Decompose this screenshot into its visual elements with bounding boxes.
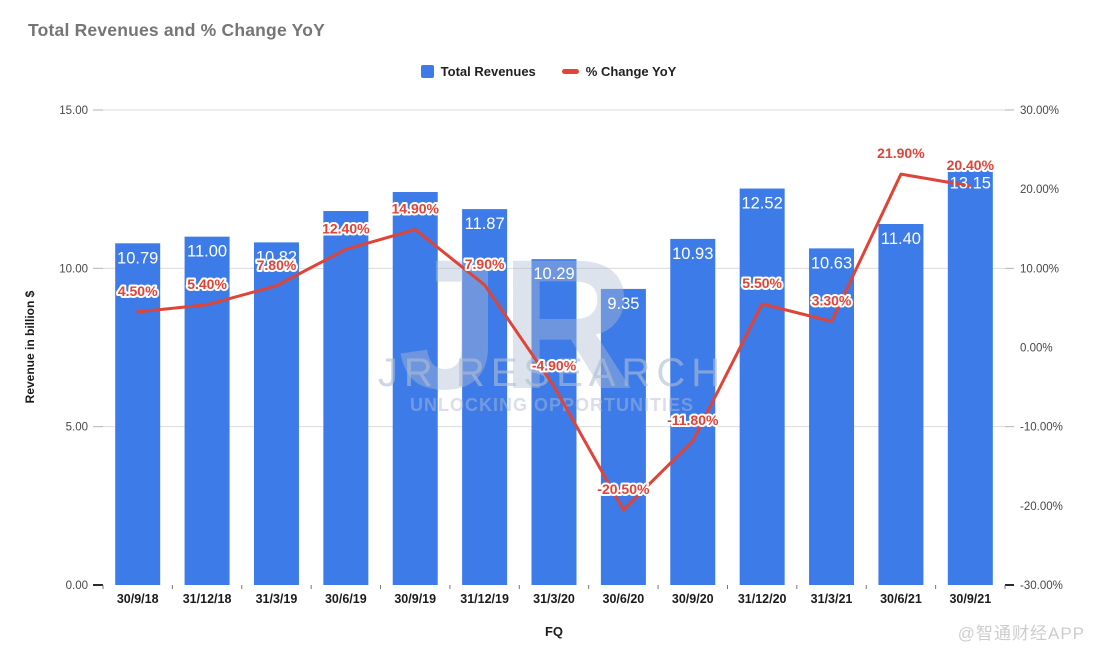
bar-value-label: 11.40 <box>881 230 921 248</box>
x-axis-tick-label: 30/9/19 <box>394 592 436 606</box>
legend: Total Revenues % Change YoY <box>0 64 1097 79</box>
x-axis-title: FQ <box>545 624 563 639</box>
bar-value-label: 10.82 <box>256 248 297 266</box>
yoy-line <box>136 172 972 512</box>
y-axis-title: Revenue in billion $ <box>23 290 37 403</box>
x-axis-tick-label: 30/6/21 <box>880 592 922 606</box>
line-series-swatch-icon <box>561 69 579 74</box>
bar-value-label: 10.93 <box>672 245 713 263</box>
yoy-point-label: -20.50% <box>597 481 650 497</box>
bar-value-label: 10.79 <box>117 249 158 267</box>
chart-title: Total Revenues and % Change YoY <box>28 20 325 40</box>
source-watermark: @智通财经APP <box>957 624 1085 643</box>
bar-value-label: 13.15 <box>950 175 991 193</box>
axis-labels: 15.00 10.00 5.00 0.00 30.00% 20.00% 10.00% 0.00… <box>23 105 1063 639</box>
x-axis-tick-label: 31/3/19 <box>256 592 298 606</box>
right-axis-tick-label: 0.00% <box>1020 343 1053 355</box>
y-axis-tick-label: 0.00 <box>66 580 88 592</box>
right-axis-tick-label: 20.00% <box>1020 184 1059 196</box>
x-axis-tick-label: 31/3/20 <box>533 592 575 606</box>
x-axis-tick-label: 30/6/19 <box>325 592 367 606</box>
legend-label-change-yoy: % Change YoY <box>585 64 677 79</box>
bar <box>323 211 369 585</box>
bar <box>947 168 993 586</box>
y-axis-tick-label: 10.00 <box>59 263 88 275</box>
yoy-point-label: 7.80% <box>257 257 297 273</box>
bar <box>600 288 646 585</box>
bar <box>392 192 438 585</box>
legend-label-total-revenues: Total Revenues <box>440 64 536 79</box>
yoy-point-label: 3.30% <box>812 292 852 308</box>
bar <box>878 224 924 585</box>
y-axis-tick-label: 15.00 <box>59 105 88 117</box>
x-axis-tick-label: 30/9/20 <box>672 592 714 606</box>
bar-value-label: 11.87 <box>465 215 505 233</box>
bar <box>809 248 855 585</box>
x-axis-tick-label: 31/12/18 <box>183 592 232 606</box>
bar-value-label: 10.63 <box>811 254 852 272</box>
yoy-point-label: -11.80% <box>667 412 719 428</box>
x-axis-tick-label: 30/9/18 <box>117 592 159 606</box>
bar <box>115 243 161 586</box>
right-axis-tick-label: 10.00% <box>1020 263 1059 275</box>
yoy-point-label: 5.50% <box>742 275 782 291</box>
yoy-point-label: 7.90% <box>465 256 505 272</box>
yoy-point-label: 14.90% <box>391 201 439 217</box>
bar-value-labels: 10.79 11.00 10.82 11.87 10.29 9.35 10.93 12.52 1… <box>117 175 991 313</box>
yoy-point-label: 20.40% <box>947 157 995 173</box>
right-axis-tick-label: -10.00% <box>1020 422 1063 434</box>
yoy-point-label: 12.40% <box>322 220 370 236</box>
bar-series <box>115 168 993 586</box>
x-axis-tick-label: 30/6/20 <box>603 592 645 606</box>
yoy-point-label: 5.40% <box>187 276 227 292</box>
x-axis-tick-label: 31/3/21 <box>811 592 853 606</box>
bar <box>184 236 230 585</box>
bar-series-swatch-icon <box>420 65 434 78</box>
yoy-point-label: -4.90% <box>532 357 577 373</box>
bar <box>253 242 299 585</box>
legend-item-total-revenues: Total Revenues <box>420 64 536 79</box>
legend-item-change-yoy: % Change YoY <box>561 64 677 79</box>
x-axis-tick-label: 31/12/19 <box>460 592 509 606</box>
yoy-point-label: 4.50% <box>118 283 158 299</box>
bar <box>531 259 577 585</box>
right-axis-tick-label: -30.00% <box>1020 580 1063 592</box>
bar-value-label: 11.00 <box>187 243 227 261</box>
bar-value-label: 9.35 <box>607 295 639 313</box>
right-axis-tick-label: -20.00% <box>1020 501 1063 513</box>
yoy-point-labels: 4.50% 5.40% 7.80% 12.40% 14.90% 7.90% -4.90% -2… <box>116 143 997 499</box>
right-axis-tick-label: 30.00% <box>1020 105 1059 117</box>
yoy-point-label: 21.90% <box>877 145 925 161</box>
bar-value-label: 12.52 <box>742 195 783 213</box>
x-axis-tick-label: 30/9/21 <box>949 592 991 606</box>
x-axis-tick-label: 31/12/20 <box>738 592 787 606</box>
bar-value-label: 10.29 <box>533 265 574 283</box>
y-axis-tick-label: 5.00 <box>66 422 88 434</box>
bar <box>739 188 785 586</box>
